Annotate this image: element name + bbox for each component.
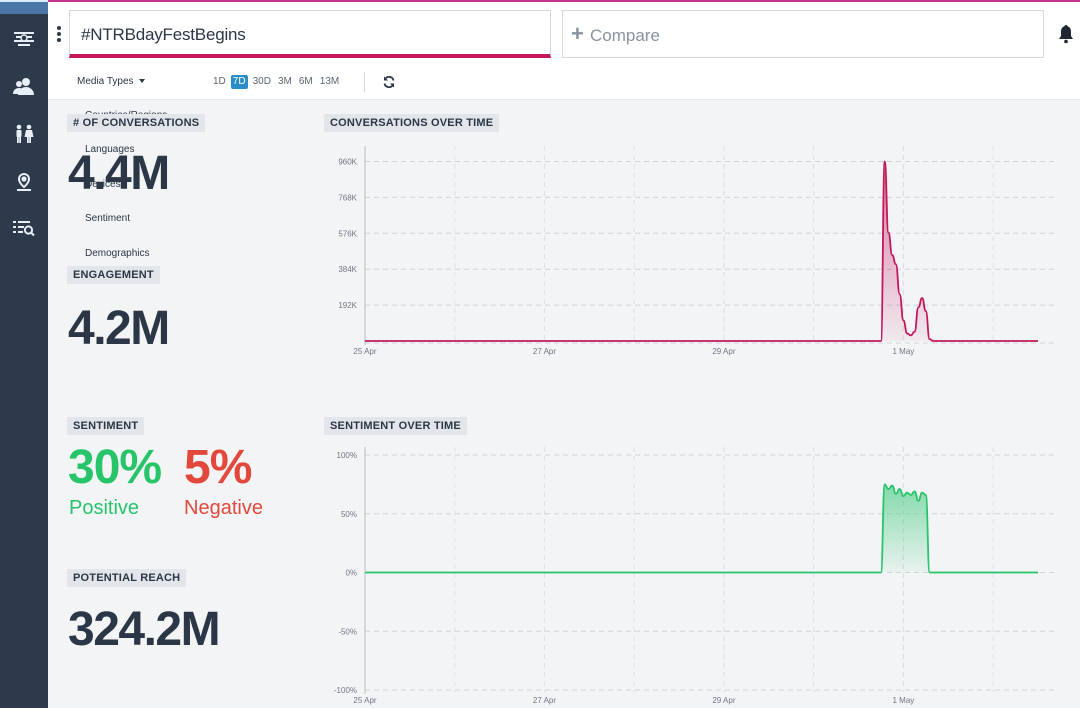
conversations-chart-title: CONVERSATIONS OVER TIME — [324, 114, 500, 132]
negative-label: Negative — [184, 497, 263, 519]
media-types-dropdown[interactable]: Media Types — [77, 76, 145, 87]
engagement-value: 4.2M — [68, 302, 170, 355]
y-tick-label: -100% — [334, 686, 357, 695]
series-line — [365, 160, 1038, 342]
toolbar: Media Types 1D 7D 30D 3M 6M 13M — [48, 66, 1080, 100]
y-tick-label: -50% — [338, 627, 357, 636]
y-tick-label: 960K — [338, 157, 357, 166]
refresh-icon[interactable] — [382, 75, 396, 89]
positive-label: Positive — [69, 497, 140, 519]
conversations-label: # OF CONVERSATIONS — [67, 114, 206, 132]
query-input[interactable]: #NTRBdayFestBegins — [69, 10, 551, 58]
y-tick-label: 768K — [338, 193, 357, 202]
plus-icon: + — [571, 21, 584, 46]
positive-value: 30% — [68, 441, 162, 494]
sentiment-chart-title: SENTIMENT OVER TIME — [324, 417, 467, 435]
x-tick-label: 29 Apr — [712, 696, 735, 705]
query-text: #NTRBdayFestBegins — [81, 25, 246, 44]
x-tick-label: 25 Apr — [353, 347, 376, 356]
time-range-selector: 1D 7D 30D 3M 6M 13M — [211, 75, 341, 89]
y-tick-label: 384K — [338, 265, 357, 274]
location-icon[interactable] — [10, 170, 38, 194]
reach-label: POTENTIAL REACH — [67, 569, 187, 587]
menu-item-languages[interactable]: Languages — [85, 144, 135, 155]
y-tick-label: 192K — [338, 301, 357, 310]
range-7d[interactable]: 7D — [230, 75, 248, 89]
more-menu-icon[interactable] — [54, 26, 64, 44]
reach-value: 324.2M — [68, 603, 221, 656]
y-tick-label: 50% — [341, 510, 357, 519]
y-tick-label: 576K — [338, 229, 357, 238]
demographics-icon[interactable] — [10, 122, 38, 146]
toolbar-divider — [364, 72, 365, 92]
media-types-label: Media Types — [77, 76, 134, 87]
bell-icon[interactable] — [1058, 24, 1074, 44]
dashboard-content: Countries/Regions Languages Devices Sent… — [48, 100, 1080, 708]
sentiment-over-time-chart: 100% 50% 0% -50% -100%25 Apr 27 Apr 29 Apr 1 Ma… — [334, 447, 1054, 705]
range-6m[interactable]: 6M — [298, 76, 313, 87]
y-tick-label: 100% — [337, 451, 357, 460]
engagement-label: ENGAGEMENT — [67, 266, 160, 284]
listening-icon[interactable] — [10, 26, 38, 50]
x-tick-label: 1 May — [893, 696, 915, 705]
x-tick-label: 27 Apr — [533, 347, 556, 356]
range-1d[interactable]: 1D — [213, 76, 226, 87]
sentiment-label: SENTIMENT — [67, 417, 145, 435]
menu-item-sentiment[interactable]: Sentiment — [85, 213, 131, 224]
y-tick-label: 0% — [345, 569, 357, 578]
range-3m[interactable]: 3M — [277, 76, 292, 87]
search-list-icon[interactable] — [10, 216, 38, 240]
compare-button[interactable]: + Compare — [562, 10, 1044, 58]
series-area — [365, 161, 1038, 341]
x-tick-label: 29 Apr — [712, 347, 735, 356]
x-tick-label: 27 Apr — [533, 696, 556, 705]
compare-label: Compare — [590, 26, 660, 45]
negative-value: 5% — [184, 441, 252, 494]
x-tick-label: 1 May — [893, 347, 915, 356]
series-line — [365, 483, 1038, 574]
sidebar — [0, 0, 48, 708]
x-tick-label: 25 Apr — [353, 696, 376, 705]
menu-item-demographics[interactable]: Demographics — [85, 248, 150, 259]
caret-down-icon — [138, 79, 145, 84]
header: #NTRBdayFestBegins + Compare — [48, 0, 1080, 66]
menu-item-devices[interactable]: Devices — [85, 179, 121, 190]
audience-icon[interactable] — [10, 74, 38, 98]
conversations-over-time-chart: 960K 768K 576K 384K 192K 25 Apr 27 Apr 29 Apr 1 … — [338, 146, 1054, 356]
sidebar-top-strip — [0, 0, 48, 14]
series-area — [365, 484, 1038, 573]
range-13m[interactable]: 13M — [319, 76, 340, 87]
conversations-value: 4.4M — [68, 147, 170, 200]
range-30d[interactable]: 30D — [252, 76, 271, 87]
